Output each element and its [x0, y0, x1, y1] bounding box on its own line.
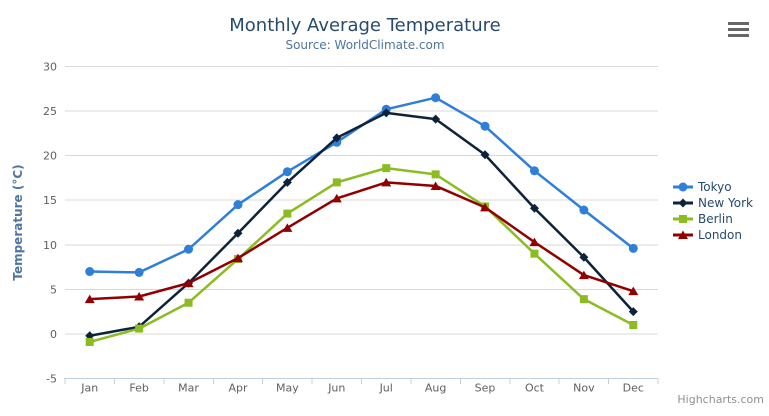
data-point-london-sep[interactable]	[480, 202, 491, 212]
data-point-new-york-aug[interactable]	[431, 114, 441, 124]
legend-label-new-york: New York	[698, 196, 753, 210]
data-point-tokyo-aug[interactable]	[431, 93, 441, 103]
data-point-london-jan[interactable]	[84, 294, 95, 304]
series-new-york[interactable]	[85, 108, 638, 341]
x-axis-tick-label: Dec	[623, 382, 644, 395]
data-point-london-jun[interactable]	[331, 193, 342, 203]
y-axis-tick-label: 30	[43, 61, 57, 74]
data-point-berlin-jun[interactable]	[332, 178, 341, 187]
data-point-new-york-jul[interactable]	[381, 108, 391, 118]
data-point-london-apr[interactable]	[232, 253, 243, 263]
data-point-berlin-mar[interactable]	[184, 298, 193, 307]
legend-item-london[interactable]: London	[673, 227, 753, 243]
legend-marker-triangle-icon	[673, 230, 693, 239]
data-point-london-oct[interactable]	[529, 237, 540, 247]
x-axis-tick-label: Jan	[80, 382, 98, 395]
data-point-london-mar[interactable]	[183, 278, 194, 288]
data-point-new-york-jun[interactable]	[332, 133, 342, 143]
data-point-berlin-jul[interactable]	[382, 164, 391, 173]
x-axis-tick-label: Jul	[379, 382, 393, 395]
legend-item-new-york[interactable]: New York	[673, 195, 753, 211]
chart-subtitle: Source: WorldClimate.com	[285, 38, 445, 52]
data-point-tokyo-nov[interactable]	[579, 205, 589, 215]
x-axis-tick-label: May	[276, 382, 299, 395]
data-point-new-york-nov[interactable]	[579, 252, 589, 262]
data-point-berlin-may[interactable]	[283, 209, 292, 218]
hamburger-menu-icon	[728, 22, 749, 25]
y-axis-tick-label: 10	[43, 239, 57, 252]
series-line-new-york	[88, 111, 635, 337]
y-axis-title: Temperature (°C)	[11, 164, 25, 280]
legend-label-berlin: Berlin	[698, 212, 733, 226]
data-point-new-york-oct[interactable]	[529, 203, 539, 213]
chart-title: Monthly Average Temperature	[229, 15, 501, 36]
data-point-tokyo-dec[interactable]	[628, 243, 638, 253]
legend-marker-square-icon	[673, 215, 693, 223]
data-point-berlin-dec[interactable]	[629, 321, 638, 330]
data-point-tokyo-mar[interactable]	[184, 244, 194, 254]
legend-item-tokyo[interactable]: Tokyo	[673, 179, 753, 195]
legend-marker-diamond-icon	[673, 198, 693, 208]
x-axis-tick-label: Nov	[573, 382, 595, 395]
export-menu-button[interactable]	[728, 22, 749, 38]
data-point-tokyo-feb[interactable]	[134, 267, 144, 277]
series-line-berlin	[88, 166, 635, 344]
legend: Tokyo New York Berlin London	[673, 179, 753, 243]
data-point-london-aug[interactable]	[430, 181, 441, 190]
axis-labels: -5 0 5 10 15 20 25 30 Jan Feb Mar Apr May Jun Jul Aug Se…	[43, 61, 644, 395]
data-point-berlin-feb[interactable]	[135, 324, 144, 333]
x-axis-tick-label: Jun	[327, 382, 345, 395]
data-point-london-may[interactable]	[282, 223, 293, 232]
x-axis-tick-label: Oct	[525, 382, 545, 395]
data-point-new-york-dec[interactable]	[628, 307, 638, 317]
y-axis-tick-label: 0	[50, 328, 57, 341]
legend-item-berlin[interactable]: Berlin	[673, 211, 753, 227]
data-point-london-jul[interactable]	[381, 177, 392, 187]
data-point-tokyo-may[interactable]	[282, 167, 292, 177]
legend-marker-circle-icon	[673, 182, 693, 192]
y-axis-tick-label: 5	[50, 283, 57, 296]
x-axis-tick-label: Aug	[425, 382, 446, 395]
x-axis-tick-label: Feb	[129, 382, 148, 395]
data-point-new-york-may[interactable]	[282, 177, 292, 187]
series-line-tokyo	[88, 96, 635, 274]
data-point-london-feb[interactable]	[134, 291, 145, 301]
credits-link[interactable]: Highcharts.com	[677, 393, 764, 406]
y-gridlines	[65, 66, 658, 379]
x-axis-line	[64, 378, 659, 384]
data-point-tokyo-oct[interactable]	[529, 166, 539, 176]
y-axis-tick-label: 15	[43, 194, 57, 207]
data-point-tokyo-jan[interactable]	[85, 267, 95, 277]
data-point-berlin-oct[interactable]	[530, 249, 539, 258]
data-point-berlin-aug[interactable]	[431, 170, 440, 179]
data-point-berlin-nov[interactable]	[579, 295, 588, 304]
data-point-berlin-jan[interactable]	[85, 337, 94, 346]
hamburger-menu-icon	[728, 28, 749, 31]
y-axis-tick-label: 20	[43, 150, 57, 163]
data-point-new-york-sep[interactable]	[480, 150, 490, 160]
y-axis-tick-label: 25	[43, 105, 57, 118]
series-line-london	[88, 181, 635, 301]
legend-label-london: London	[698, 228, 742, 242]
data-point-new-york-apr[interactable]	[233, 228, 243, 238]
data-point-tokyo-apr[interactable]	[233, 200, 243, 210]
y-axis-tick-label: -5	[46, 373, 57, 386]
series-tokyo[interactable]	[85, 93, 638, 277]
hamburger-menu-icon	[728, 34, 749, 37]
x-axis-tick-label: Mar	[178, 382, 199, 395]
legend-label-tokyo: Tokyo	[698, 180, 732, 194]
data-point-tokyo-sep[interactable]	[480, 121, 490, 131]
x-axis-tick-label: Apr	[228, 382, 248, 395]
series-london[interactable]	[84, 177, 639, 304]
data-point-london-nov[interactable]	[578, 270, 589, 280]
x-axis-tick-label: Sep	[475, 382, 496, 395]
data-point-london-dec[interactable]	[628, 286, 639, 296]
